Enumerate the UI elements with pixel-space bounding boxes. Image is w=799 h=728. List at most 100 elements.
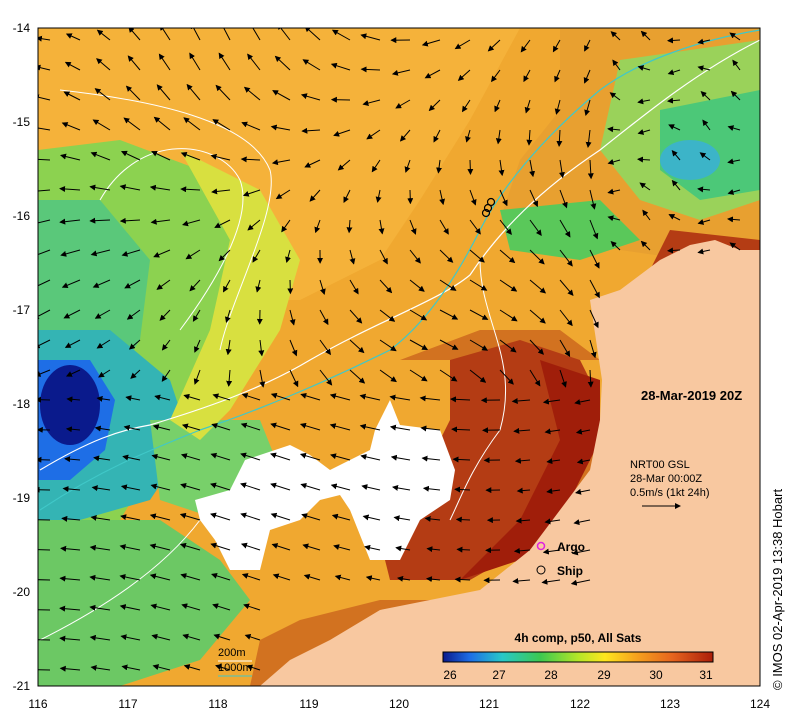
current-arrow-icon xyxy=(469,189,477,206)
current-arrow-icon xyxy=(529,279,547,294)
current-arrow-icon xyxy=(499,279,518,292)
current-arrow-icon xyxy=(529,339,544,355)
current-arrow-icon xyxy=(456,546,471,553)
current-arrow-icon xyxy=(319,369,333,386)
current-arrow-icon xyxy=(304,28,321,41)
isobath-200m-label: 200m xyxy=(218,647,246,659)
current-arrow-icon xyxy=(60,153,81,161)
current-arrow-icon xyxy=(727,158,741,165)
current-arrow-icon xyxy=(96,29,111,41)
current-arrow-icon xyxy=(491,69,501,83)
current-arrow-icon xyxy=(499,189,508,207)
current-arrow-icon xyxy=(210,452,231,461)
current-arrow-icon xyxy=(128,339,141,350)
current-arrow-icon xyxy=(499,249,516,264)
current-arrow-icon xyxy=(439,189,446,206)
current-arrow-icon xyxy=(65,426,81,433)
current-arrow-icon xyxy=(212,603,231,611)
ship-marker-icon xyxy=(536,565,546,575)
current-arrow-icon xyxy=(589,279,600,299)
lon-tick: 122 xyxy=(570,697,590,711)
current-arrow-icon xyxy=(180,186,201,193)
lat-tick: -14 xyxy=(13,21,31,35)
current-arrow-icon xyxy=(524,99,531,114)
current-arrow-icon xyxy=(61,122,81,131)
current-arrow-icon xyxy=(375,189,382,203)
current-arrow-icon xyxy=(554,99,561,115)
current-arrow-icon xyxy=(225,339,232,356)
current-arrow-icon xyxy=(419,395,441,402)
current-arrow-icon xyxy=(424,69,441,79)
current-arrow-icon xyxy=(469,369,487,383)
current-arrow-icon xyxy=(637,129,651,135)
current-arrow-icon xyxy=(270,392,291,401)
cloud-mask xyxy=(195,400,455,570)
colorbar-tick: 27 xyxy=(492,668,506,682)
current-arrow-icon xyxy=(542,548,561,555)
current-arrow-icon xyxy=(215,84,231,101)
current-arrow-icon xyxy=(119,604,141,611)
current-arrow-icon xyxy=(378,219,385,235)
current-arrow-icon xyxy=(461,99,471,113)
current-arrow-icon xyxy=(349,249,356,265)
current-arrow-icon xyxy=(61,279,81,289)
current-arrow-icon xyxy=(379,339,397,352)
current-arrow-icon xyxy=(574,399,591,405)
current-arrow-icon xyxy=(63,309,81,319)
current-arrow-icon xyxy=(607,126,621,133)
current-arrow-icon xyxy=(433,129,441,143)
current-arrow-icon xyxy=(422,485,441,492)
current-arrow-icon xyxy=(89,184,111,191)
current-arrow-icon xyxy=(421,39,441,47)
current-arrow-icon xyxy=(546,488,561,495)
current-arrow-icon xyxy=(330,483,351,491)
current-arrow-icon xyxy=(38,64,51,71)
current-arrow-icon xyxy=(301,127,321,134)
current-arrow-icon xyxy=(128,28,141,41)
current-arrow-icon xyxy=(395,545,411,552)
current-arrow-icon xyxy=(637,65,651,71)
current-arrow-icon xyxy=(439,309,459,320)
current-arrow-icon xyxy=(498,159,505,177)
current-arrow-icon xyxy=(469,249,485,263)
current-arrow-icon xyxy=(91,485,111,492)
current-arrow-icon xyxy=(544,428,561,435)
current-arrow-icon xyxy=(700,91,711,101)
current-arrow-icon xyxy=(38,579,51,581)
current-arrow-icon xyxy=(92,279,111,288)
current-arrow-icon xyxy=(544,518,561,525)
current-arrow-icon xyxy=(529,309,546,324)
current-arrow-icon xyxy=(371,159,381,173)
current-arrow-icon xyxy=(360,33,381,41)
current-arrow-icon xyxy=(541,578,561,585)
lon-tick: 116 xyxy=(28,697,47,711)
lat-tick: -18 xyxy=(13,397,31,411)
current-arrow-icon xyxy=(610,31,621,41)
current-arrow-icon xyxy=(379,369,397,383)
current-arrow-icon xyxy=(271,543,291,551)
current-arrow-icon xyxy=(94,309,111,319)
current-arrow-icon xyxy=(289,309,296,326)
current-arrow-icon xyxy=(289,369,299,388)
current-arrow-icon xyxy=(671,179,681,191)
current-arrow-icon xyxy=(151,453,171,461)
current-arrow-icon xyxy=(270,452,291,461)
date-label: 28-Mar-2019 20Z xyxy=(641,388,742,403)
current-arrow-icon xyxy=(180,573,201,581)
current-arrow-icon xyxy=(607,215,621,222)
current-arrow-icon xyxy=(642,209,651,221)
isobath-contour xyxy=(449,259,507,521)
current-arrow-icon xyxy=(559,279,574,296)
current-arrow-icon xyxy=(90,514,111,521)
current-arrow-icon xyxy=(255,279,262,293)
current-arrow-icon xyxy=(211,188,231,195)
current-arrow-icon xyxy=(241,393,261,401)
current-arrow-icon xyxy=(337,159,351,171)
current-arrow-icon xyxy=(240,156,261,163)
current-arrow-icon xyxy=(360,453,381,461)
current-arrow-icon xyxy=(38,309,51,319)
current-arrow-icon xyxy=(38,339,51,349)
current-arrow-icon xyxy=(426,546,441,553)
current-arrow-icon xyxy=(667,69,681,76)
current-arrow-icon xyxy=(450,396,471,403)
